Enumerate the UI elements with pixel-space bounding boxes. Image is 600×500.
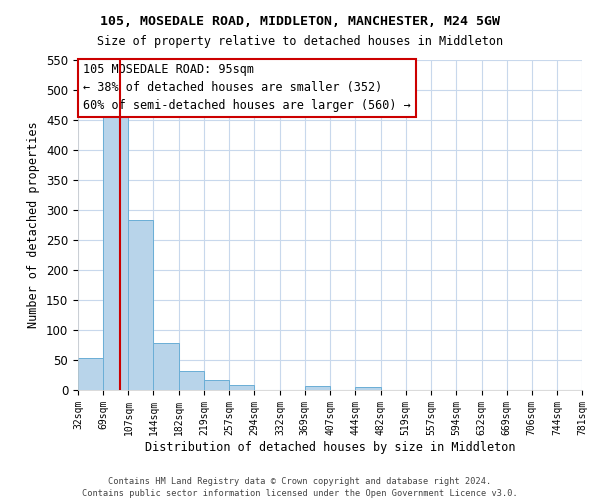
Bar [103,115,128,390]
Bar [78,358,103,390]
Bar [229,384,254,390]
Text: 105 MOSEDALE ROAD: 95sqm
← 38% of detached houses are smaller (352)
60% of semi-: 105 MOSEDALE ROAD: 95sqm ← 38% of detach… [83,64,411,112]
Bar [305,386,331,390]
Bar [355,387,381,390]
Y-axis label: Number of detached properties: Number of detached properties [28,122,40,328]
Bar [204,380,229,390]
Bar [179,371,204,390]
X-axis label: Distribution of detached houses by size in Middleton: Distribution of detached houses by size … [145,440,515,454]
Bar [154,343,179,390]
Text: 105, MOSEDALE ROAD, MIDDLETON, MANCHESTER, M24 5GW: 105, MOSEDALE ROAD, MIDDLETON, MANCHESTE… [100,15,500,28]
Text: Size of property relative to detached houses in Middleton: Size of property relative to detached ho… [97,35,503,48]
Text: Contains HM Land Registry data © Crown copyright and database right 2024.
Contai: Contains HM Land Registry data © Crown c… [82,476,518,498]
Bar [128,220,154,390]
